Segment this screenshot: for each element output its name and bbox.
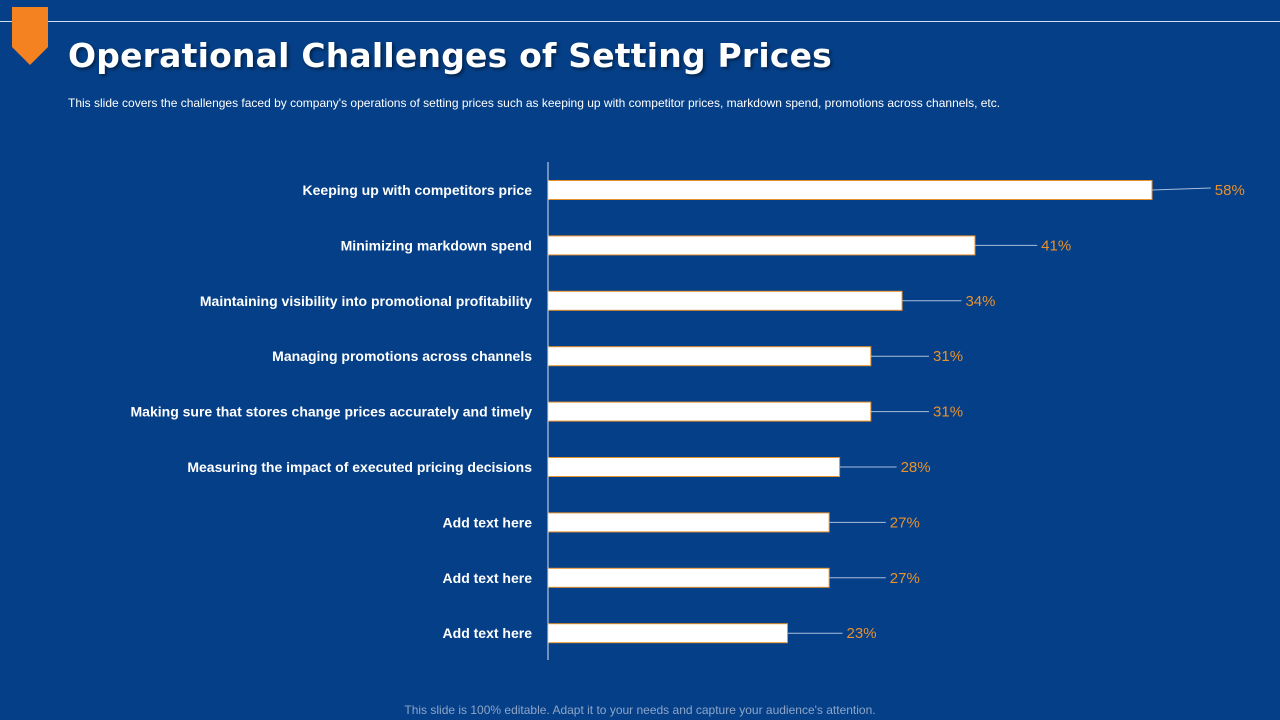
page-subtitle: This slide covers the challenges faced b… [68, 96, 1001, 110]
bar-5 [547, 401, 872, 422]
bar-1 [547, 180, 1153, 200]
category-label-9: Add text here [443, 625, 533, 641]
value-label-1: 58% [1215, 182, 1245, 199]
bookmark-icon [12, 7, 48, 65]
value-label-4: 31% [933, 348, 963, 365]
bar-4 [547, 346, 872, 367]
value-label-8: 27% [890, 570, 920, 587]
footer-note: This slide is 100% editable. Adapt it to… [404, 703, 876, 717]
value-label-2: 41% [1041, 237, 1071, 254]
value-label-6: 28% [901, 459, 931, 476]
category-label-2: Minimizing markdown spend [341, 237, 532, 253]
value-label-9: 23% [847, 625, 877, 642]
page-title: Operational Challenges of Setting Prices [68, 36, 833, 75]
category-label-6: Measuring the impact of executed pricing… [187, 459, 532, 475]
category-label-3: Maintaining visibility into promotional … [200, 293, 532, 309]
category-label-7: Add text here [443, 514, 533, 530]
bar-8 [547, 567, 830, 588]
bar-7 [547, 512, 830, 533]
bar-2 [547, 235, 976, 256]
value-label-3: 34% [965, 293, 995, 310]
bar-9 [547, 623, 789, 644]
value-label-7: 27% [890, 514, 920, 531]
category-label-4: Managing promotions across channels [272, 348, 532, 364]
bar-3 [547, 290, 903, 311]
category-label-8: Add text here [443, 570, 533, 586]
category-label-5: Making sure that stores change prices ac… [131, 404, 533, 420]
value-label-5: 31% [933, 404, 963, 421]
category-label-1: Keeping up with competitors price [303, 182, 533, 198]
leader-line-1 [1151, 187, 1211, 191]
bar-6 [547, 457, 841, 477]
top-divider-line [0, 21, 1280, 22]
